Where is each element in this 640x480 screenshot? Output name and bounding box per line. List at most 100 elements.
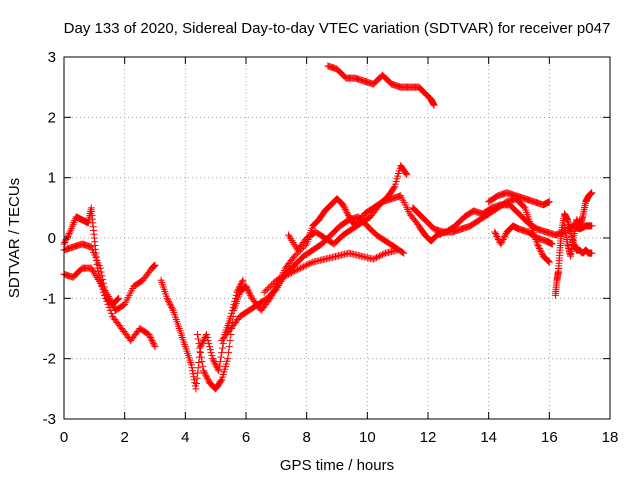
data-point: [151, 261, 159, 269]
data-point: [494, 234, 502, 242]
data-point: [192, 385, 200, 393]
data-point: [97, 268, 105, 276]
data-point: [375, 252, 383, 260]
x-axis-label: GPS time / hours: [280, 457, 394, 474]
series-track-12: [485, 189, 553, 209]
data-point: [205, 340, 213, 348]
data-point: [147, 335, 155, 343]
data-point: [196, 344, 204, 352]
data-point: [280, 272, 288, 280]
data-point: [535, 243, 543, 251]
data-point: [535, 245, 543, 253]
x-tick-label: 0: [60, 429, 68, 446]
data-point: [306, 260, 314, 268]
data-point: [166, 300, 174, 308]
data-point: [226, 337, 234, 345]
data-point: [545, 258, 553, 266]
data-point: [146, 334, 154, 342]
data-point: [224, 355, 232, 363]
data-point: [294, 266, 302, 274]
data-point: [244, 285, 252, 293]
data-point: [218, 349, 226, 357]
data-point: [400, 249, 408, 257]
data-point: [278, 273, 286, 281]
data-point: [245, 288, 253, 296]
data-point: [200, 335, 208, 343]
data-point: [165, 297, 173, 305]
data-point: [194, 364, 202, 372]
data-point: [210, 358, 218, 366]
data-point: [291, 267, 299, 275]
data-point: [208, 352, 216, 360]
y-tick-label: -2: [43, 351, 56, 368]
data-point: [275, 275, 283, 283]
data-point: [216, 358, 224, 366]
data-point: [207, 349, 215, 357]
data-point: [499, 236, 507, 244]
data-point: [165, 299, 173, 307]
data-point: [229, 312, 237, 320]
series-track-15: [561, 189, 596, 260]
data-point: [292, 266, 300, 274]
data-point: [201, 370, 209, 378]
data-point: [194, 369, 202, 377]
data-point: [101, 287, 109, 295]
data-point: [99, 279, 107, 287]
data-point: [164, 296, 172, 304]
data-point: [500, 234, 508, 242]
data-point: [286, 269, 294, 277]
data-point: [533, 240, 541, 248]
data-point: [96, 264, 104, 272]
data-point: [284, 270, 292, 278]
data-point: [194, 335, 202, 343]
data-point: [149, 338, 157, 346]
data-point: [211, 359, 219, 367]
data-point: [545, 198, 553, 206]
data-point: [307, 259, 315, 267]
chart-title: Day 133 of 2020, Sidereal Day-to-day VTE…: [64, 20, 611, 37]
series-track-3: [60, 240, 123, 308]
data-point: [106, 306, 114, 314]
data-point: [105, 303, 113, 311]
data-point: [498, 239, 506, 247]
data-point: [491, 228, 499, 236]
data-point: [197, 353, 205, 361]
data-point: [225, 343, 233, 351]
series-track-2: [60, 204, 159, 351]
data-point: [274, 275, 282, 283]
data-point: [113, 296, 121, 304]
data-point: [237, 281, 245, 289]
data-point: [209, 355, 217, 363]
data-point: [289, 268, 297, 276]
data-point: [291, 252, 299, 260]
data-point: [342, 207, 350, 215]
data-point: [206, 346, 214, 354]
data-point: [203, 331, 211, 339]
data-point: [61, 239, 69, 247]
data-point: [244, 287, 252, 295]
data-point: [492, 231, 500, 239]
data-point: [189, 370, 197, 378]
data-point: [374, 253, 382, 261]
data-point: [209, 356, 217, 364]
data-point: [260, 288, 268, 296]
data-point: [217, 377, 225, 385]
data-point: [215, 362, 223, 370]
data-point: [300, 263, 308, 271]
data-point: [399, 248, 407, 256]
data-point: [237, 279, 245, 287]
series-track-11: [409, 195, 553, 266]
data-point: [377, 251, 385, 259]
data-point: [114, 295, 122, 303]
data-point: [107, 309, 115, 317]
data-point: [341, 204, 349, 212]
series-track-13: [491, 222, 556, 248]
data-point: [204, 376, 212, 384]
data-point: [202, 371, 210, 379]
data-point: [197, 343, 204, 351]
x-tick-label: 16: [541, 429, 558, 446]
data-point: [538, 249, 546, 257]
data-point: [65, 229, 73, 237]
data-point: [266, 282, 274, 290]
data-point: [243, 284, 251, 292]
